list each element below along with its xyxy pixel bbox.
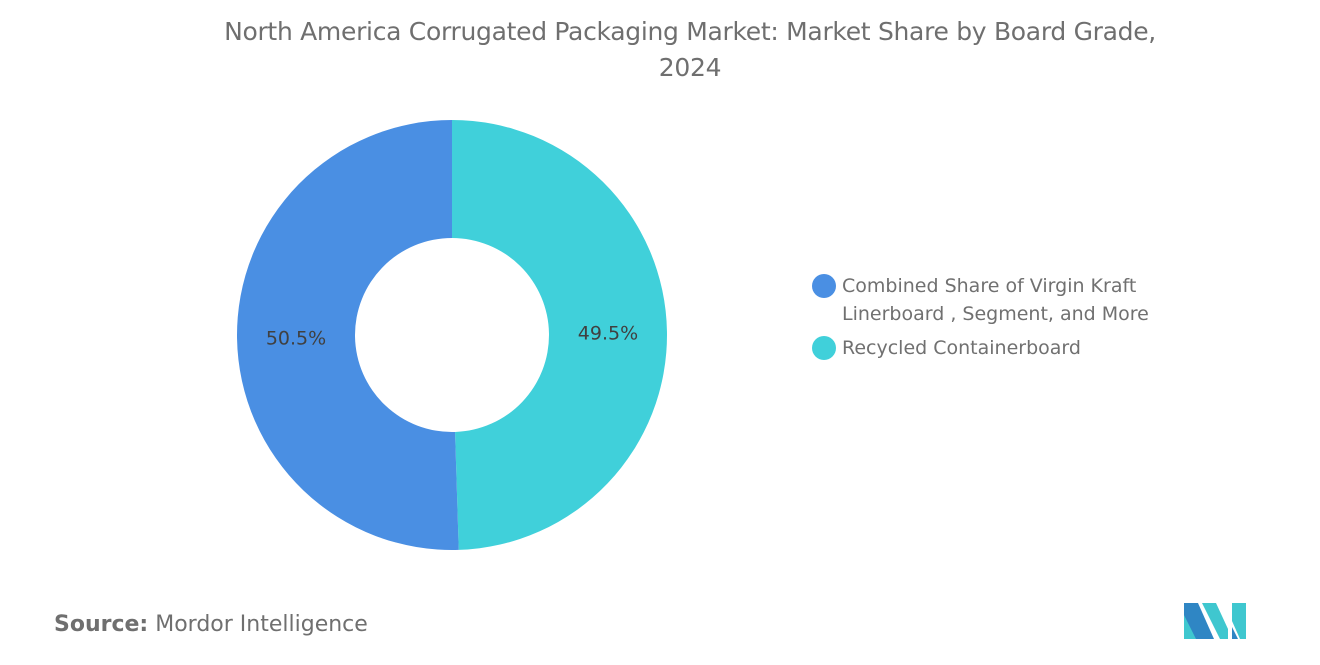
legend: Combined Share of Virgin Kraft Linerboar… bbox=[812, 272, 1149, 368]
legend-item-recycled: Recycled Containerboard bbox=[812, 334, 1149, 362]
legend-swatch bbox=[812, 336, 836, 360]
source-value: Mordor Intelligence bbox=[155, 612, 368, 637]
source-note: Source: Mordor Intelligence bbox=[54, 612, 368, 637]
slice-label-0: 49.5% bbox=[578, 323, 638, 345]
slice-1 bbox=[236, 120, 459, 550]
legend-label: Combined Share of Virgin Kraft bbox=[842, 275, 1137, 297]
legend-label: Linerboard , Segment, and More bbox=[842, 303, 1149, 325]
slice-label-1: 50.5% bbox=[266, 327, 326, 349]
legend-label: Recycled Containerboard bbox=[842, 337, 1081, 359]
source-label: Source: bbox=[54, 612, 149, 637]
slice-0 bbox=[452, 120, 667, 550]
chart-title: North America Corrugated Packaging Marke… bbox=[0, 14, 1320, 86]
legend-swatch bbox=[812, 274, 836, 298]
legend-item-virgin-kraft: Combined Share of Virgin Kraft Linerboar… bbox=[812, 272, 1149, 328]
title-line-2: 2024 bbox=[658, 53, 722, 82]
mordor-logo bbox=[1184, 603, 1246, 639]
title-line-1: North America Corrugated Packaging Marke… bbox=[224, 17, 1156, 46]
